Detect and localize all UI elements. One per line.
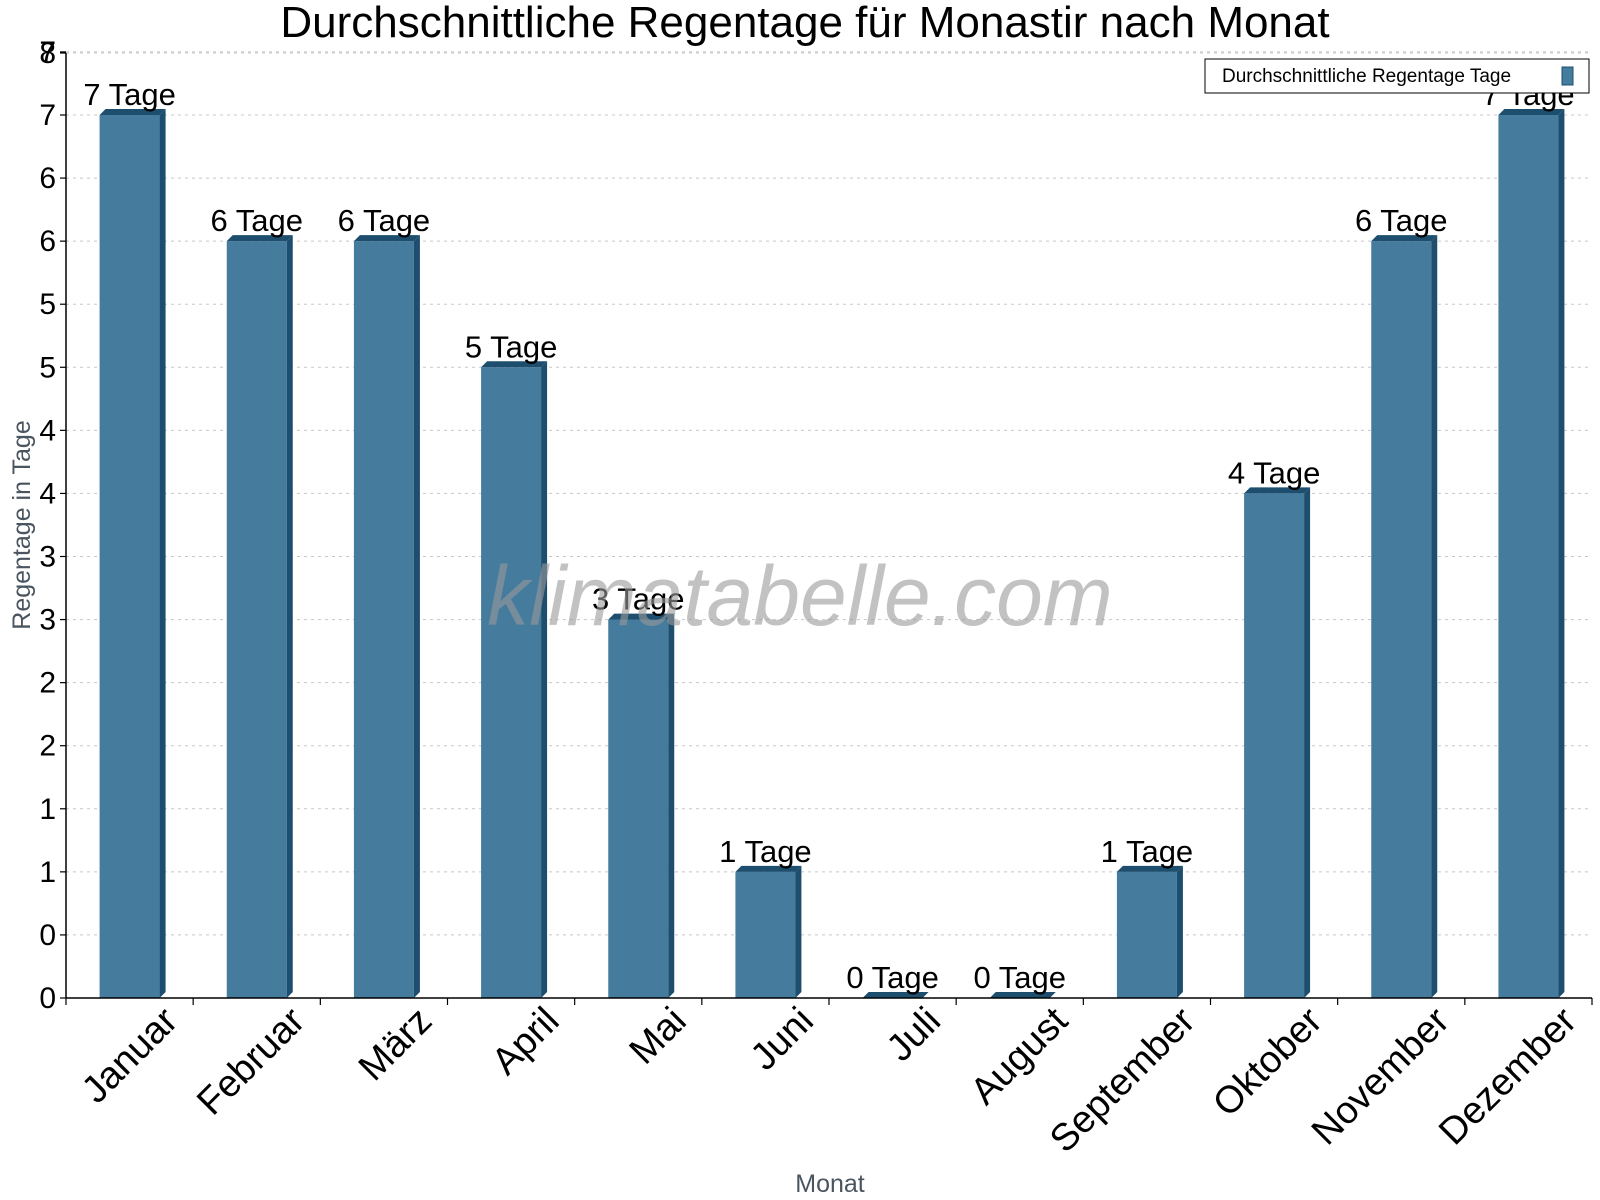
x-tick-label: April xyxy=(484,1000,567,1083)
data-label: 1 Tage xyxy=(719,834,812,869)
bar-januar: 7 Tage xyxy=(83,77,176,998)
data-label: 4 Tage xyxy=(1228,455,1321,490)
legend-label: Durchschnittliche Regentage Tage xyxy=(1222,66,1511,87)
x-tick-label: Juli xyxy=(879,1000,949,1070)
bar-februar: 6 Tage xyxy=(210,203,303,999)
data-label: 0 Tage xyxy=(846,960,939,995)
data-label: 6 Tage xyxy=(210,203,303,238)
data-label: 7 Tage xyxy=(83,77,176,112)
data-label: 5 Tage xyxy=(465,329,558,364)
watermark: klimatabelle.com xyxy=(487,549,1113,643)
legend-swatch xyxy=(1561,66,1574,86)
y-tick-label: 2 xyxy=(39,667,56,700)
x-tick-label: August xyxy=(963,999,1077,1113)
bar-oktober: 4 Tage xyxy=(1228,455,1321,998)
y-tick-label: 4 xyxy=(39,414,56,447)
x-tick-label: März xyxy=(351,1000,440,1089)
y-tick-label: 5 xyxy=(39,288,56,321)
data-label: 6 Tage xyxy=(338,203,431,238)
bar-april: 5 Tage xyxy=(465,329,558,998)
data-label: 0 Tage xyxy=(973,960,1066,995)
y-tick-label: 5 xyxy=(39,351,56,384)
y-tick-label: 7 xyxy=(39,36,56,69)
y-tick-label: 3 xyxy=(39,604,56,637)
x-tick-label: Mai xyxy=(622,1000,695,1073)
y-tick-label: 8 xyxy=(39,37,56,70)
bars: 7 Tage 6 Tage 6 Tage 5 Tage 3 Tage 1 Tage 0 Ta… xyxy=(83,77,1575,999)
bar-märz: 6 Tage xyxy=(338,203,431,999)
x-tick-label: Dezember xyxy=(1431,999,1585,1153)
y-tick-label: 6 xyxy=(39,225,56,258)
y-tick-label: 7 xyxy=(39,99,56,132)
data-label: 6 Tage xyxy=(1355,203,1448,238)
y-tick-label: 2 xyxy=(39,730,56,763)
y-axis-title: Regentage in Tage xyxy=(8,420,36,629)
data-label: 3 Tage xyxy=(592,582,685,617)
y-tick-label: 0 xyxy=(39,982,56,1015)
y-tick-label: 4 xyxy=(39,477,56,510)
x-axis-title: Monat xyxy=(795,1170,865,1198)
bar-juni: 1 Tage xyxy=(719,834,812,998)
bar-august: 0 Tage xyxy=(973,960,1066,998)
bar-mai: 3 Tage xyxy=(592,582,685,998)
y-tick-label: 0 xyxy=(39,919,56,952)
legend: Durchschnittliche Regentage Tage xyxy=(1204,58,1590,94)
y-tick-label: 6 xyxy=(39,162,56,195)
bar-november: 6 Tage xyxy=(1355,203,1448,999)
x-tick-label: November xyxy=(1304,999,1458,1153)
y-tick-label: 1 xyxy=(39,856,56,889)
x-tick-label: Juni xyxy=(743,1000,822,1079)
gridlines xyxy=(66,51,1592,936)
x-axis: Januar Februar März April Mai Juni Juli AugustS… xyxy=(65,997,1593,1161)
bar-september: 1 Tage xyxy=(1101,834,1194,998)
data-label: 1 Tage xyxy=(1101,834,1194,869)
x-tick-label: Oktober xyxy=(1205,999,1331,1125)
bar-dezember: 7 Tage xyxy=(1482,77,1575,998)
y-tick-label: 3 xyxy=(39,541,56,574)
bar-juli: 0 Tage xyxy=(846,960,939,998)
x-tick-label: Februar xyxy=(189,999,313,1123)
chart-title: Durchschnittliche Regentage für Monastir… xyxy=(280,0,1329,47)
x-tick-label: Januar xyxy=(74,999,186,1111)
y-tick-label: 1 xyxy=(39,793,56,826)
